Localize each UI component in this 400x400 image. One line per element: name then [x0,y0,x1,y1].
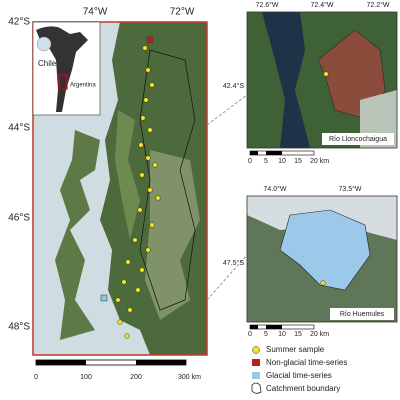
lat-label: 44°S [8,123,30,134]
scale-label: 0 [248,158,252,165]
lon-label: 72°W [170,7,195,18]
lon-label: 72.6°W [255,1,278,9]
map-frame [32,21,208,356]
inset-label: Chile [38,59,57,68]
lat-label: 47.5°S [223,259,244,267]
connector [206,254,248,301]
scale-label: 10 [278,331,286,338]
lat-label: 42°S [8,17,30,28]
inset-extent [58,74,68,90]
panel-huemules [246,195,398,323]
glacial-site [100,294,108,302]
connector [206,94,248,126]
scale-bar [249,324,315,330]
summer-samples [115,45,161,339]
panel-caption: Río Lloncochaigua [329,136,387,143]
legend-label: Non-glacial time-series [266,358,347,367]
scale-label: 20 km [310,331,329,338]
scale-label: 5 [264,331,268,338]
legend [251,346,262,394]
scale-label: 100 [80,374,92,381]
scale-label: 15 [294,331,302,338]
lon-label: 72.4°W [310,1,333,9]
scale-label: 300 km [178,374,201,381]
lat-label: 42.4°S [223,82,244,90]
lat-label: 48°S [8,322,30,333]
scale-label: 0 [34,374,38,381]
scale-label: 15 [294,158,302,165]
inset-globe [36,36,52,52]
lon-label: 74°W [83,7,108,18]
scale-label: 20 km [310,158,329,165]
scale-label: 200 [130,374,142,381]
main-map: Chile Argentina [32,21,208,356]
scale-bar [249,150,315,156]
panel-caption: Río Huemules [340,311,385,318]
lon-label: 74.0°W [263,185,286,193]
non-glacial-site [146,36,154,44]
islands [55,130,100,340]
inset-continent [36,26,88,112]
scale-bar [35,359,187,366]
scale-label: 5 [264,158,268,165]
legend-label: Summer sample [266,345,325,354]
land [115,110,140,240]
lon-label: 72.2°W [366,1,389,9]
lon-label: 73.5°W [338,185,361,193]
land [145,150,200,320]
inset-label: Argentina [70,83,96,89]
scale-label: 10 [278,158,286,165]
lat-label: 46°S [8,213,30,224]
scale-label: 0 [248,331,252,338]
legend-label: Glacial time-series [266,371,332,380]
legend-label: Catchment boundary [266,384,340,393]
panel-lloncochaigua [246,11,398,149]
